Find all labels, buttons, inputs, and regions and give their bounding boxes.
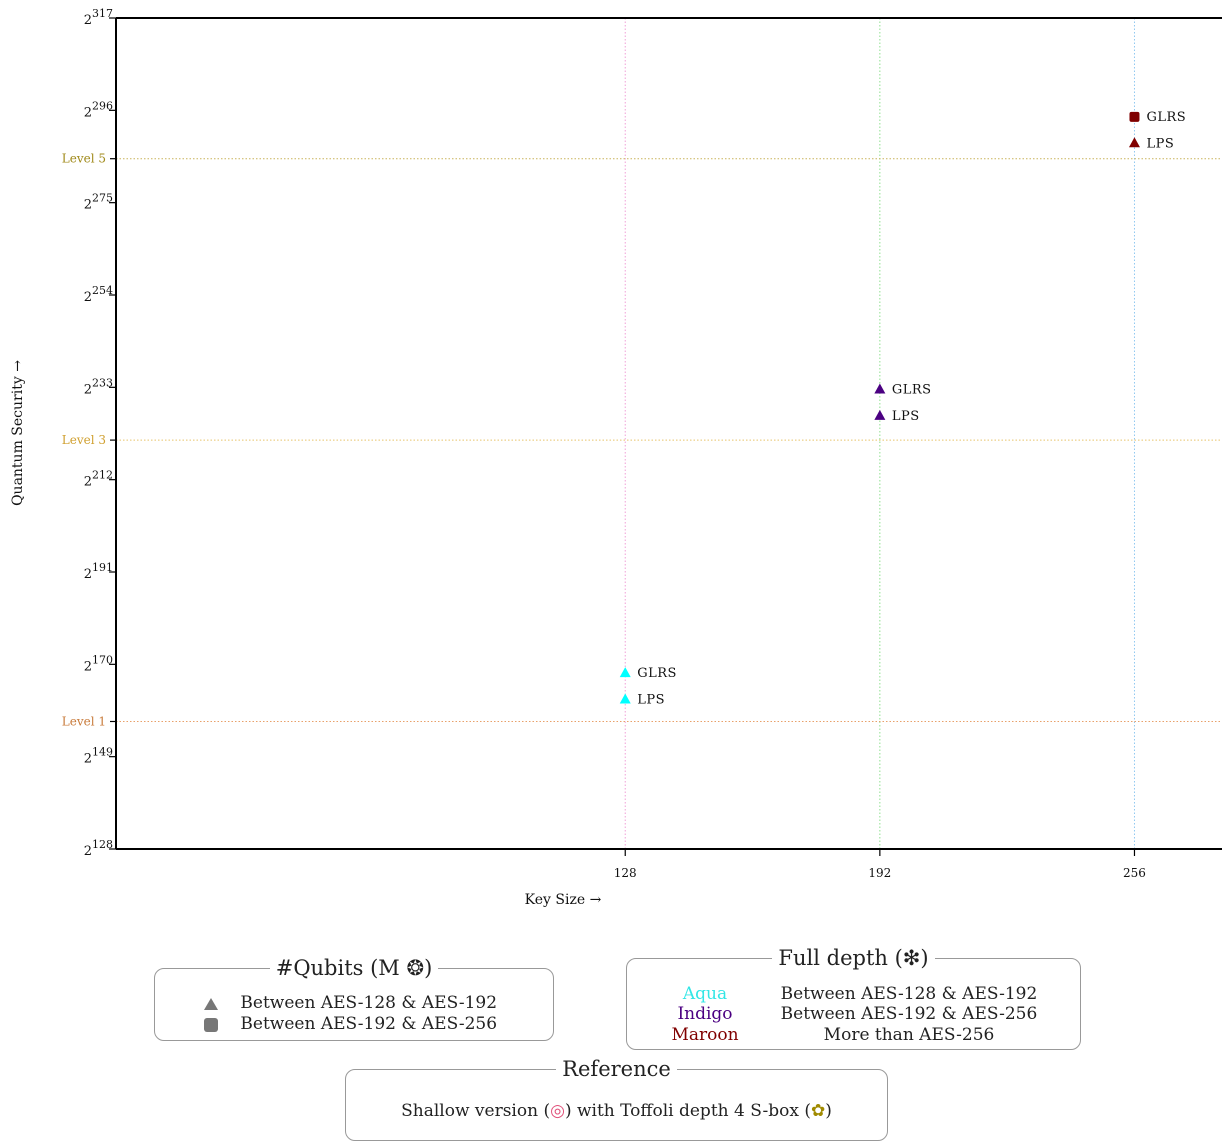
- y-tick-exponent: 128: [92, 838, 113, 851]
- x-tick-label: 256: [1123, 866, 1146, 880]
- level-label: Level 3: [62, 433, 106, 447]
- x-tick-label: 192: [868, 866, 891, 880]
- y-tick-label: 2: [84, 13, 92, 28]
- y-tick-label: 2: [84, 105, 92, 120]
- triangle-marker-icon: [204, 997, 218, 1010]
- legend-depth-color-maroon: Maroon: [671, 1025, 739, 1045]
- level-label: Level 1: [62, 714, 106, 728]
- data-point-triangle: [619, 693, 631, 704]
- y-tick-exponent: 212: [92, 469, 113, 482]
- data-point-triangle: [1128, 137, 1140, 148]
- y-axis-label: Quantum Security →: [10, 360, 26, 506]
- y-tick-exponent: 170: [92, 653, 113, 666]
- legend-reference-title: Reference: [556, 1057, 677, 1081]
- y-tick-label: 2: [84, 198, 92, 213]
- x-axis-label: Key Size →: [525, 892, 602, 908]
- toffoli-sbox-icon: ✿: [810, 1101, 826, 1121]
- legend-qubits: #Qubits (M ❂) Between AES-128 & AES-192 …: [154, 956, 554, 1041]
- data-point-triangle: [874, 383, 886, 394]
- square-marker-icon: [204, 1017, 218, 1032]
- legend-depth: Full depth (❇) Aqua Between AES-128 & AE…: [626, 946, 1081, 1050]
- level-label: Level 5: [62, 152, 106, 166]
- y-tick-label: 2: [84, 382, 92, 397]
- data-point-label: GLRS: [637, 666, 677, 681]
- x-tick-label: 128: [614, 866, 637, 880]
- legend-depth-desc: More than AES-256: [823, 1025, 995, 1045]
- data-point-triangle: [874, 409, 886, 420]
- y-tick-exponent: 191: [92, 561, 113, 574]
- legend-qubits-title: #Qubits (M ❂): [269, 956, 439, 980]
- data-point-label: LPS: [637, 693, 665, 708]
- data-point-label: LPS: [892, 409, 920, 424]
- y-tick-exponent: 296: [92, 99, 113, 112]
- y-tick-label: 2: [84, 659, 92, 674]
- data-point-label: LPS: [1146, 136, 1174, 151]
- y-tick-exponent: 233: [92, 376, 113, 389]
- data-point-triangle: [619, 667, 631, 678]
- y-tick-exponent: 149: [92, 746, 113, 759]
- legend-reference: Reference Shallow version (◎) with Toffo…: [345, 1057, 888, 1141]
- legend-qubits-row-label: Between AES-192 & AES-256: [240, 1014, 498, 1034]
- legend-qubits-row-label: Between AES-128 & AES-192: [240, 993, 498, 1013]
- shallow-version-icon: ◎: [550, 1101, 565, 1121]
- y-tick-exponent: 254: [92, 284, 113, 297]
- legend-depth-desc: Between AES-128 & AES-192: [780, 984, 1038, 1004]
- legend-depth-color-indigo: Indigo: [677, 1004, 733, 1024]
- y-tick-label: 2: [84, 752, 92, 767]
- y-tick-label: 2: [84, 567, 92, 582]
- legend-qubits-row: Between AES-128 & AES-192: [203, 993, 497, 1013]
- y-tick-label: 2: [84, 844, 92, 859]
- data-point-label: GLRS: [1146, 110, 1186, 125]
- legend-depth-desc: Between AES-192 & AES-256: [780, 1004, 1038, 1024]
- legend-depth-color-aqua: Aqua: [682, 984, 728, 1004]
- legend-reference-text: Shallow version (◎) with Toffoli depth 4…: [401, 1101, 832, 1121]
- y-tick-exponent: 275: [92, 192, 113, 205]
- y-tick-exponent: 317: [92, 7, 113, 20]
- legend-depth-title: Full depth (❇): [772, 946, 935, 970]
- data-point-label: GLRS: [892, 383, 932, 398]
- y-tick-label: 2: [84, 475, 92, 490]
- data-point-square: [1129, 111, 1140, 122]
- y-tick-label: 2: [84, 290, 92, 305]
- legend-qubits-row: Between AES-192 & AES-256: [203, 1014, 497, 1034]
